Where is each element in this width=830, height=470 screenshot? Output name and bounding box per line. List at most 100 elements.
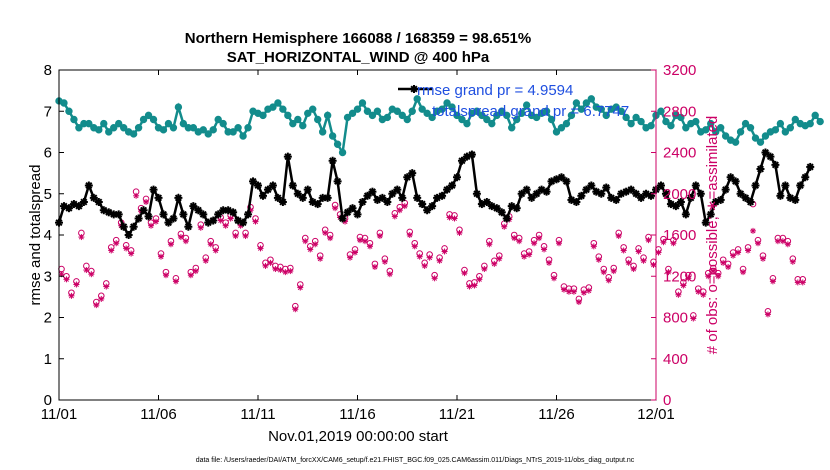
obs-assimilated-point bbox=[750, 227, 757, 234]
rmse-point bbox=[154, 193, 163, 202]
obs-assimilated-point bbox=[416, 253, 423, 260]
rmse-point bbox=[254, 181, 262, 190]
totalspread-point bbox=[214, 115, 222, 124]
obs-assimilated-point bbox=[789, 258, 796, 265]
obs-assimilated-point bbox=[605, 277, 612, 284]
totalspread-point bbox=[244, 124, 252, 132]
totalspread-point bbox=[105, 128, 113, 136]
totalspread-point bbox=[95, 126, 103, 134]
obs-assimilated-point bbox=[396, 207, 403, 214]
totalspread-point bbox=[478, 111, 486, 120]
rmse-point bbox=[258, 191, 267, 200]
totalspread-point bbox=[134, 124, 143, 132]
rmse-point bbox=[298, 193, 307, 202]
chart-title: Northern Hemisphere 166088 / 168359 = 98… bbox=[185, 30, 531, 47]
rmse-point bbox=[134, 214, 143, 223]
rmse-point bbox=[139, 206, 148, 215]
totalspread-point bbox=[532, 113, 541, 122]
y-left-tick-label: 7 bbox=[44, 103, 52, 120]
rmse-point bbox=[686, 193, 695, 202]
obs-assimilated-point bbox=[148, 222, 155, 229]
obs-assimilated-point bbox=[531, 240, 538, 247]
obs-assimilated-point bbox=[381, 258, 388, 265]
obs-assimilated-point bbox=[645, 237, 652, 244]
totalspread-point bbox=[353, 105, 362, 113]
y-right-tick-label: 400 bbox=[663, 351, 688, 368]
rmse-point bbox=[577, 191, 586, 200]
obs-assimilated-point bbox=[690, 315, 697, 322]
rmse-point bbox=[413, 193, 422, 202]
rmse-point bbox=[522, 185, 531, 194]
totalspread-point bbox=[771, 126, 780, 134]
totalspread-point bbox=[786, 124, 795, 132]
obs-assimilated-point bbox=[157, 253, 164, 260]
obs-assimilated-point bbox=[461, 270, 468, 277]
totalspread-point bbox=[473, 107, 481, 115]
rmse-point bbox=[512, 204, 521, 213]
obs-assimilated-point bbox=[735, 249, 742, 256]
obs-assimilated-point bbox=[441, 248, 448, 255]
rmse-point bbox=[94, 198, 103, 206]
rmse-point bbox=[348, 204, 357, 213]
totalspread-point bbox=[781, 128, 790, 136]
obs-assimilated-point bbox=[536, 235, 543, 242]
obs-assimilated-point bbox=[501, 223, 508, 230]
obs-assimilated-point bbox=[764, 311, 771, 318]
y-left-tick-label: 0 bbox=[44, 392, 52, 409]
obs-assimilated-point bbox=[177, 234, 184, 241]
totalspread-point bbox=[129, 130, 138, 138]
obs-assimilated-point bbox=[610, 268, 617, 275]
obs-assimilated-point bbox=[167, 241, 174, 248]
rmse-point bbox=[273, 193, 282, 202]
totalspread-point bbox=[164, 119, 173, 128]
totalspread-point bbox=[682, 124, 690, 132]
obs-assimilated-point bbox=[625, 259, 632, 266]
y-left-tick-label: 4 bbox=[44, 227, 52, 244]
obs-assimilated-point bbox=[769, 278, 776, 285]
x-tick-label: 11/11 bbox=[240, 406, 275, 423]
totalspread-point bbox=[612, 103, 620, 111]
totalspread-point bbox=[139, 115, 148, 124]
totalspread-point bbox=[373, 107, 382, 115]
totalspread-point bbox=[65, 107, 73, 115]
rmse-point bbox=[378, 193, 387, 202]
obs-assimilated-point bbox=[546, 259, 553, 266]
totalspread-point bbox=[368, 111, 377, 120]
totalspread-point bbox=[279, 105, 287, 113]
totalspread-point bbox=[438, 105, 446, 113]
totalspread-point bbox=[552, 128, 561, 136]
rmse-point bbox=[756, 165, 765, 173]
rmse-point bbox=[79, 198, 88, 206]
obs-assimilated-point bbox=[615, 233, 622, 240]
obs-assimilated-point bbox=[640, 257, 647, 264]
obs-assimilated-point bbox=[600, 269, 607, 276]
rmse-point bbox=[453, 173, 461, 182]
rmse-point bbox=[303, 185, 312, 194]
totalspread-point bbox=[791, 115, 799, 124]
rmse-point bbox=[338, 214, 347, 223]
rmse-point bbox=[731, 177, 740, 186]
rmse-point bbox=[632, 189, 641, 198]
rmse-point bbox=[278, 198, 287, 206]
rmse-point bbox=[169, 214, 178, 223]
obs-assimilated-point bbox=[232, 233, 239, 240]
rmse-point bbox=[323, 193, 332, 202]
totalspread-point bbox=[418, 105, 426, 113]
totalspread-point bbox=[348, 109, 357, 118]
totalspread-point bbox=[85, 119, 93, 128]
obs-assimilated-point bbox=[695, 288, 702, 295]
obs-assimilated-point bbox=[715, 273, 722, 280]
rmse-point bbox=[179, 210, 188, 219]
obs-assimilated-point bbox=[103, 283, 110, 290]
obs-assimilated-point bbox=[88, 271, 95, 278]
x-tick-label: 11/26 bbox=[538, 406, 574, 423]
rmse-point bbox=[358, 198, 367, 206]
totalspread-point bbox=[100, 119, 108, 128]
totalspread-point bbox=[577, 105, 586, 113]
obs-assimilated-point bbox=[366, 243, 373, 250]
rmse-point bbox=[597, 189, 606, 198]
obs-assimilated-point bbox=[754, 240, 761, 247]
totalspread-point bbox=[547, 115, 556, 124]
obs-assimilated-point bbox=[133, 192, 140, 199]
rmse-point bbox=[721, 185, 730, 194]
